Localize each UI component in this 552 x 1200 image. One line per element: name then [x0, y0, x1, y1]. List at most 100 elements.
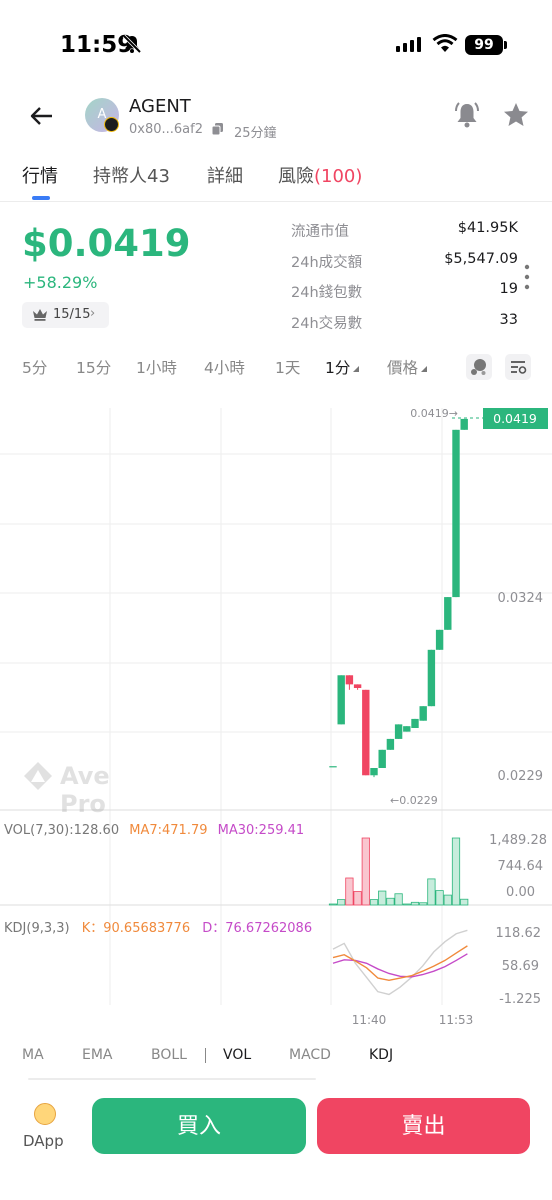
stat-value: $41.95K — [457, 220, 518, 236]
chart-grid — [0, 408, 552, 1005]
volume-bar — [328, 903, 338, 906]
chevron-right-icon: › — [90, 306, 96, 321]
stat-value: 33 — [499, 311, 518, 328]
buy-button[interactable]: 買入 — [92, 1098, 306, 1154]
more-vertical-icon[interactable] — [524, 264, 530, 290]
battery-indicator: 99 — [465, 35, 503, 55]
stat-label: 流通市值 — [291, 224, 349, 240]
kdj-legend: KDJ(9,3,3) K：90.65683776 D：76.67262086 — [4, 917, 312, 936]
candle — [419, 706, 427, 721]
indicator-ema[interactable]: EMA — [82, 1047, 113, 1063]
chart-labels: 0.0419 0.0419→ ←0.0229 0.0324 0.0229 1,4… — [352, 407, 548, 1027]
volume-bar — [361, 837, 370, 906]
tab-risk[interactable]: 風險(100) — [278, 162, 362, 188]
candle — [435, 629, 444, 650]
indicator-boll[interactable]: BOLL — [151, 1047, 187, 1063]
price-selector-label: 價格 — [387, 359, 419, 377]
dropdown-triangle-icon — [421, 366, 428, 372]
indicator-tool-button[interactable] — [466, 354, 492, 380]
kdj-legend-k: K：90.65683776 — [81, 921, 191, 936]
candle — [427, 649, 436, 707]
indicator-kdj[interactable]: KDJ — [369, 1047, 394, 1063]
indicator-macd[interactable]: MACD — [289, 1047, 331, 1063]
volume-bar — [419, 902, 428, 906]
sell-button[interactable]: 賣出 — [317, 1098, 530, 1154]
dapp-label: DApp — [23, 1132, 64, 1150]
interval-selector[interactable]: 1分 — [325, 356, 360, 378]
chart-settings-button[interactable] — [505, 354, 531, 380]
price-selector[interactable]: 價格 — [387, 356, 428, 378]
candle — [403, 726, 411, 732]
candle — [329, 766, 337, 768]
volume-series — [328, 837, 469, 906]
favorite-star-icon[interactable] — [502, 101, 530, 129]
interval-1h[interactable]: 1小時 — [136, 359, 177, 377]
y-axis-label: 0.0324 — [498, 591, 544, 606]
volume-bar — [345, 877, 354, 906]
token-address: 0x80...6af2 — [129, 122, 203, 137]
kdj-axis-label: -1.225 — [499, 992, 541, 1007]
tab-risk-label: 風險 — [278, 166, 314, 187]
indicator-ma[interactable]: MA — [22, 1047, 44, 1063]
tab-market[interactable]: 行情 — [22, 166, 58, 187]
tab-bar: 行情 持幣人43 詳細 風險(100) — [0, 158, 552, 202]
candle — [370, 768, 378, 776]
status-bar: 11:59 99 — [0, 0, 552, 90]
token-name: AGENT — [129, 96, 191, 117]
vol-legend-name: VOL(7,30):128.60 — [4, 823, 120, 838]
stat-value: 19 — [499, 281, 518, 297]
kdj-legend-d: D：76.67262086 — [202, 921, 313, 936]
tab-details[interactable]: 詳細 — [207, 166, 243, 187]
vol-legend-ma7: MA7:471.79 — [129, 823, 208, 838]
candle — [353, 684, 362, 688]
chain-badge-icon — [104, 117, 119, 132]
kdj-j-line — [332, 929, 468, 996]
last-price-tag-bg — [483, 408, 548, 429]
back-arrow-icon[interactable] — [26, 100, 58, 132]
volume-bar — [410, 901, 420, 906]
rank-chip[interactable]: 15/15 › — [22, 302, 109, 328]
interval-15m[interactable]: 15分 — [76, 359, 112, 377]
tab-active-indicator — [32, 196, 50, 200]
stat-label: 24h成交額 — [291, 254, 363, 271]
interval-1d[interactable]: 1天 — [275, 359, 301, 377]
bell-off-icon — [122, 34, 142, 54]
price-alert-icon[interactable] — [453, 101, 481, 129]
kdj-k-line — [332, 945, 468, 981]
kdj-series — [332, 929, 468, 996]
token-age: 25分鐘 — [234, 126, 277, 141]
stat-row: 24h錢包數 19 — [291, 281, 521, 312]
time-axis-label: 11:40 — [352, 1013, 387, 1027]
crown-icon — [33, 309, 47, 321]
tab-divider — [0, 201, 552, 202]
tab-holders[interactable]: 持幣人43 — [93, 166, 170, 187]
stats-panel: 流通市值 $41.95K 24h成交額 $5,547.09 24h錢包數 19 … — [291, 220, 521, 342]
stat-row: 流通市值 $41.95K — [291, 220, 521, 251]
vol-legend: VOL(7,30):128.60 MA7:471.79 MA30:259.41 — [4, 823, 304, 838]
candle — [452, 429, 460, 598]
settings-list-icon — [511, 361, 527, 374]
stat-label: 24h錢包數 — [291, 285, 363, 301]
candle — [394, 724, 403, 739]
interval-5m[interactable]: 5分 — [22, 359, 48, 377]
dapp-button[interactable]: DApp — [20, 1103, 70, 1153]
dropdown-triangle-icon — [353, 366, 360, 372]
watermark-text: Ave Pro — [60, 762, 110, 818]
price-chart[interactable]: 0.0419 0.0419→ ←0.0229 0.0324 0.0229 1,4… — [0, 400, 552, 1040]
indicator-vol[interactable]: VOL — [223, 1047, 252, 1063]
candle — [386, 738, 395, 750]
copy-icon[interactable] — [212, 123, 223, 135]
rank-value: 15/15 — [53, 307, 91, 322]
volume-bar — [353, 891, 362, 906]
volume-bar — [369, 899, 379, 906]
volume-bar — [378, 890, 387, 906]
vol-legend-ma30: MA30:259.41 — [217, 823, 305, 838]
time-axis-label: 11:53 — [439, 1013, 474, 1027]
interval-4h[interactable]: 4小時 — [204, 359, 245, 377]
candle — [345, 675, 354, 685]
watermark: Ave Pro — [22, 760, 162, 818]
y-axis-label: 0.0229 — [498, 769, 544, 784]
interval-bar: 5分 15分 1小時 4小時 1天 1分 價格 — [0, 354, 552, 384]
volume-bar — [337, 899, 346, 906]
risk-count: (100) — [314, 166, 363, 187]
